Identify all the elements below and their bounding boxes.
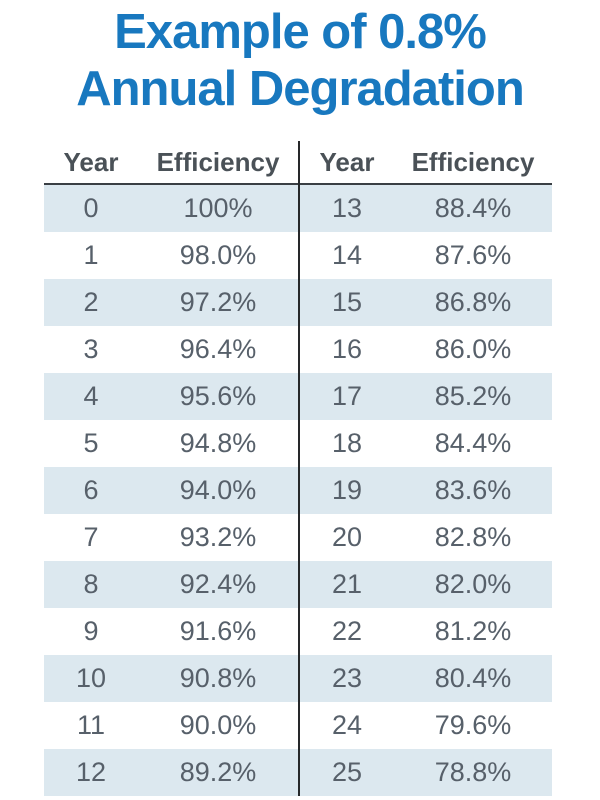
- table-row: 3 96.4%: [44, 326, 298, 373]
- table-row: 8 92.4%: [44, 561, 298, 608]
- table-left-body: 0 100% 1 98.0% 2 97.2% 3 96.4% 4 95.6% 5 94.8% 6 94.0…: [44, 185, 298, 796]
- table-row: 12 89.2%: [44, 749, 298, 796]
- table-row: 15 86.8%: [300, 279, 552, 326]
- year-cell: 16: [331, 334, 363, 364]
- year-cell: 9: [83, 616, 99, 646]
- table-row: 4 95.6%: [44, 373, 298, 420]
- efficiency-cell: 85.2%: [434, 381, 512, 411]
- efficiency-cell: 82.0%: [434, 569, 512, 599]
- efficiency-cell: 91.6%: [179, 616, 257, 646]
- year-cell: 22: [331, 616, 363, 646]
- table-row: 2 97.2%: [44, 279, 298, 326]
- efficiency-cell: 87.6%: [434, 240, 512, 270]
- year-cell: 5: [83, 428, 99, 458]
- year-cell: 19: [331, 475, 363, 505]
- year-cell: 21: [331, 569, 363, 599]
- table-row: 22 81.2%: [300, 608, 552, 655]
- efficiency-cell: 86.8%: [434, 287, 512, 317]
- page-title-line2: Annual Degradation: [76, 61, 525, 116]
- table-row: 20 82.8%: [300, 514, 552, 561]
- page-title: Example of 0.8% Annual Degradation: [0, 4, 600, 118]
- table-row: 7 93.2%: [44, 514, 298, 561]
- year-cell: 2: [83, 287, 99, 317]
- year-cell: 25: [331, 757, 363, 787]
- table-row: 24 79.6%: [300, 702, 552, 749]
- table-row: 23 80.4%: [300, 655, 552, 702]
- table-right-body: 13 88.4% 14 87.6% 15 86.8% 16 86.0% 17 85.2% 18 84.…: [300, 185, 552, 796]
- table-row: 13 88.4%: [300, 185, 552, 232]
- year-cell: 17: [331, 381, 363, 411]
- degradation-table: Year Efficiency 0 100% 1 98.0% 2 97.2% 3 96.4% 4…: [44, 141, 552, 796]
- table-row: 9 91.6%: [44, 608, 298, 655]
- year-cell: 7: [83, 522, 99, 552]
- table-row: 25 78.8%: [300, 749, 552, 796]
- efficiency-cell: 100%: [183, 193, 253, 223]
- efficiency-cell: 82.8%: [434, 522, 512, 552]
- efficiency-cell: 95.6%: [179, 381, 257, 411]
- table-header-row: Year Efficiency: [44, 141, 298, 185]
- page-title-line1: Example of 0.8%: [114, 5, 487, 59]
- efficiency-cell: 83.6%: [434, 475, 512, 505]
- year-cell: 24: [331, 710, 363, 740]
- efficiency-cell: 94.0%: [179, 475, 257, 505]
- efficiency-column-header: Efficiency: [411, 146, 535, 177]
- table-row: 17 85.2%: [300, 373, 552, 420]
- year-column-header: Year: [63, 146, 119, 177]
- table-left-half: Year Efficiency 0 100% 1 98.0% 2 97.2% 3 96.4% 4…: [44, 141, 298, 796]
- table-header-row: Year Efficiency: [300, 141, 552, 185]
- table-row: 16 86.0%: [300, 326, 552, 373]
- efficiency-cell: 78.8%: [434, 757, 512, 787]
- efficiency-column-header: Efficiency: [156, 146, 280, 177]
- efficiency-cell: 93.2%: [179, 522, 257, 552]
- efficiency-cell: 90.8%: [179, 663, 257, 693]
- table-right-half: Year Efficiency 13 88.4% 14 87.6% 15 86.8% 16 8…: [298, 141, 552, 796]
- year-cell: 1: [83, 240, 99, 270]
- efficiency-cell: 80.4%: [434, 663, 512, 693]
- table-row: 1 98.0%: [44, 232, 298, 279]
- year-cell: 3: [83, 334, 99, 364]
- year-cell: 13: [331, 193, 363, 223]
- page: Example of 0.8% Annual Degradation Year …: [0, 4, 600, 800]
- table-row: 14 87.6%: [300, 232, 552, 279]
- efficiency-cell: 90.0%: [179, 710, 257, 740]
- year-cell: 11: [76, 710, 106, 740]
- year-cell: 12: [75, 757, 107, 787]
- year-column-header: Year: [319, 146, 375, 177]
- table-row: 21 82.0%: [300, 561, 552, 608]
- efficiency-cell: 79.6%: [434, 710, 512, 740]
- year-cell: 6: [83, 475, 99, 505]
- table-row: 10 90.8%: [44, 655, 298, 702]
- efficiency-cell: 97.2%: [179, 287, 257, 317]
- year-cell: 10: [75, 663, 107, 693]
- table-row: 19 83.6%: [300, 467, 552, 514]
- efficiency-cell: 98.0%: [179, 240, 257, 270]
- efficiency-cell: 96.4%: [179, 334, 257, 364]
- efficiency-cell: 88.4%: [434, 193, 512, 223]
- efficiency-cell: 89.2%: [179, 757, 257, 787]
- year-cell: 8: [83, 569, 99, 599]
- year-cell: 20: [331, 522, 363, 552]
- year-cell: 15: [331, 287, 363, 317]
- table-row: 0 100%: [44, 185, 298, 232]
- table-row: 18 84.4%: [300, 420, 552, 467]
- efficiency-cell: 84.4%: [434, 428, 512, 458]
- efficiency-cell: 92.4%: [179, 569, 257, 599]
- efficiency-cell: 86.0%: [434, 334, 512, 364]
- efficiency-cell: 94.8%: [179, 428, 257, 458]
- table-row: 11 90.0%: [44, 702, 298, 749]
- table-row: 6 94.0%: [44, 467, 298, 514]
- year-cell: 14: [331, 240, 363, 270]
- year-cell: 18: [331, 428, 363, 458]
- year-cell: 4: [83, 381, 99, 411]
- year-cell: 23: [331, 663, 363, 693]
- year-cell: 0: [83, 193, 99, 223]
- table-row: 5 94.8%: [44, 420, 298, 467]
- efficiency-cell: 81.2%: [434, 616, 512, 646]
